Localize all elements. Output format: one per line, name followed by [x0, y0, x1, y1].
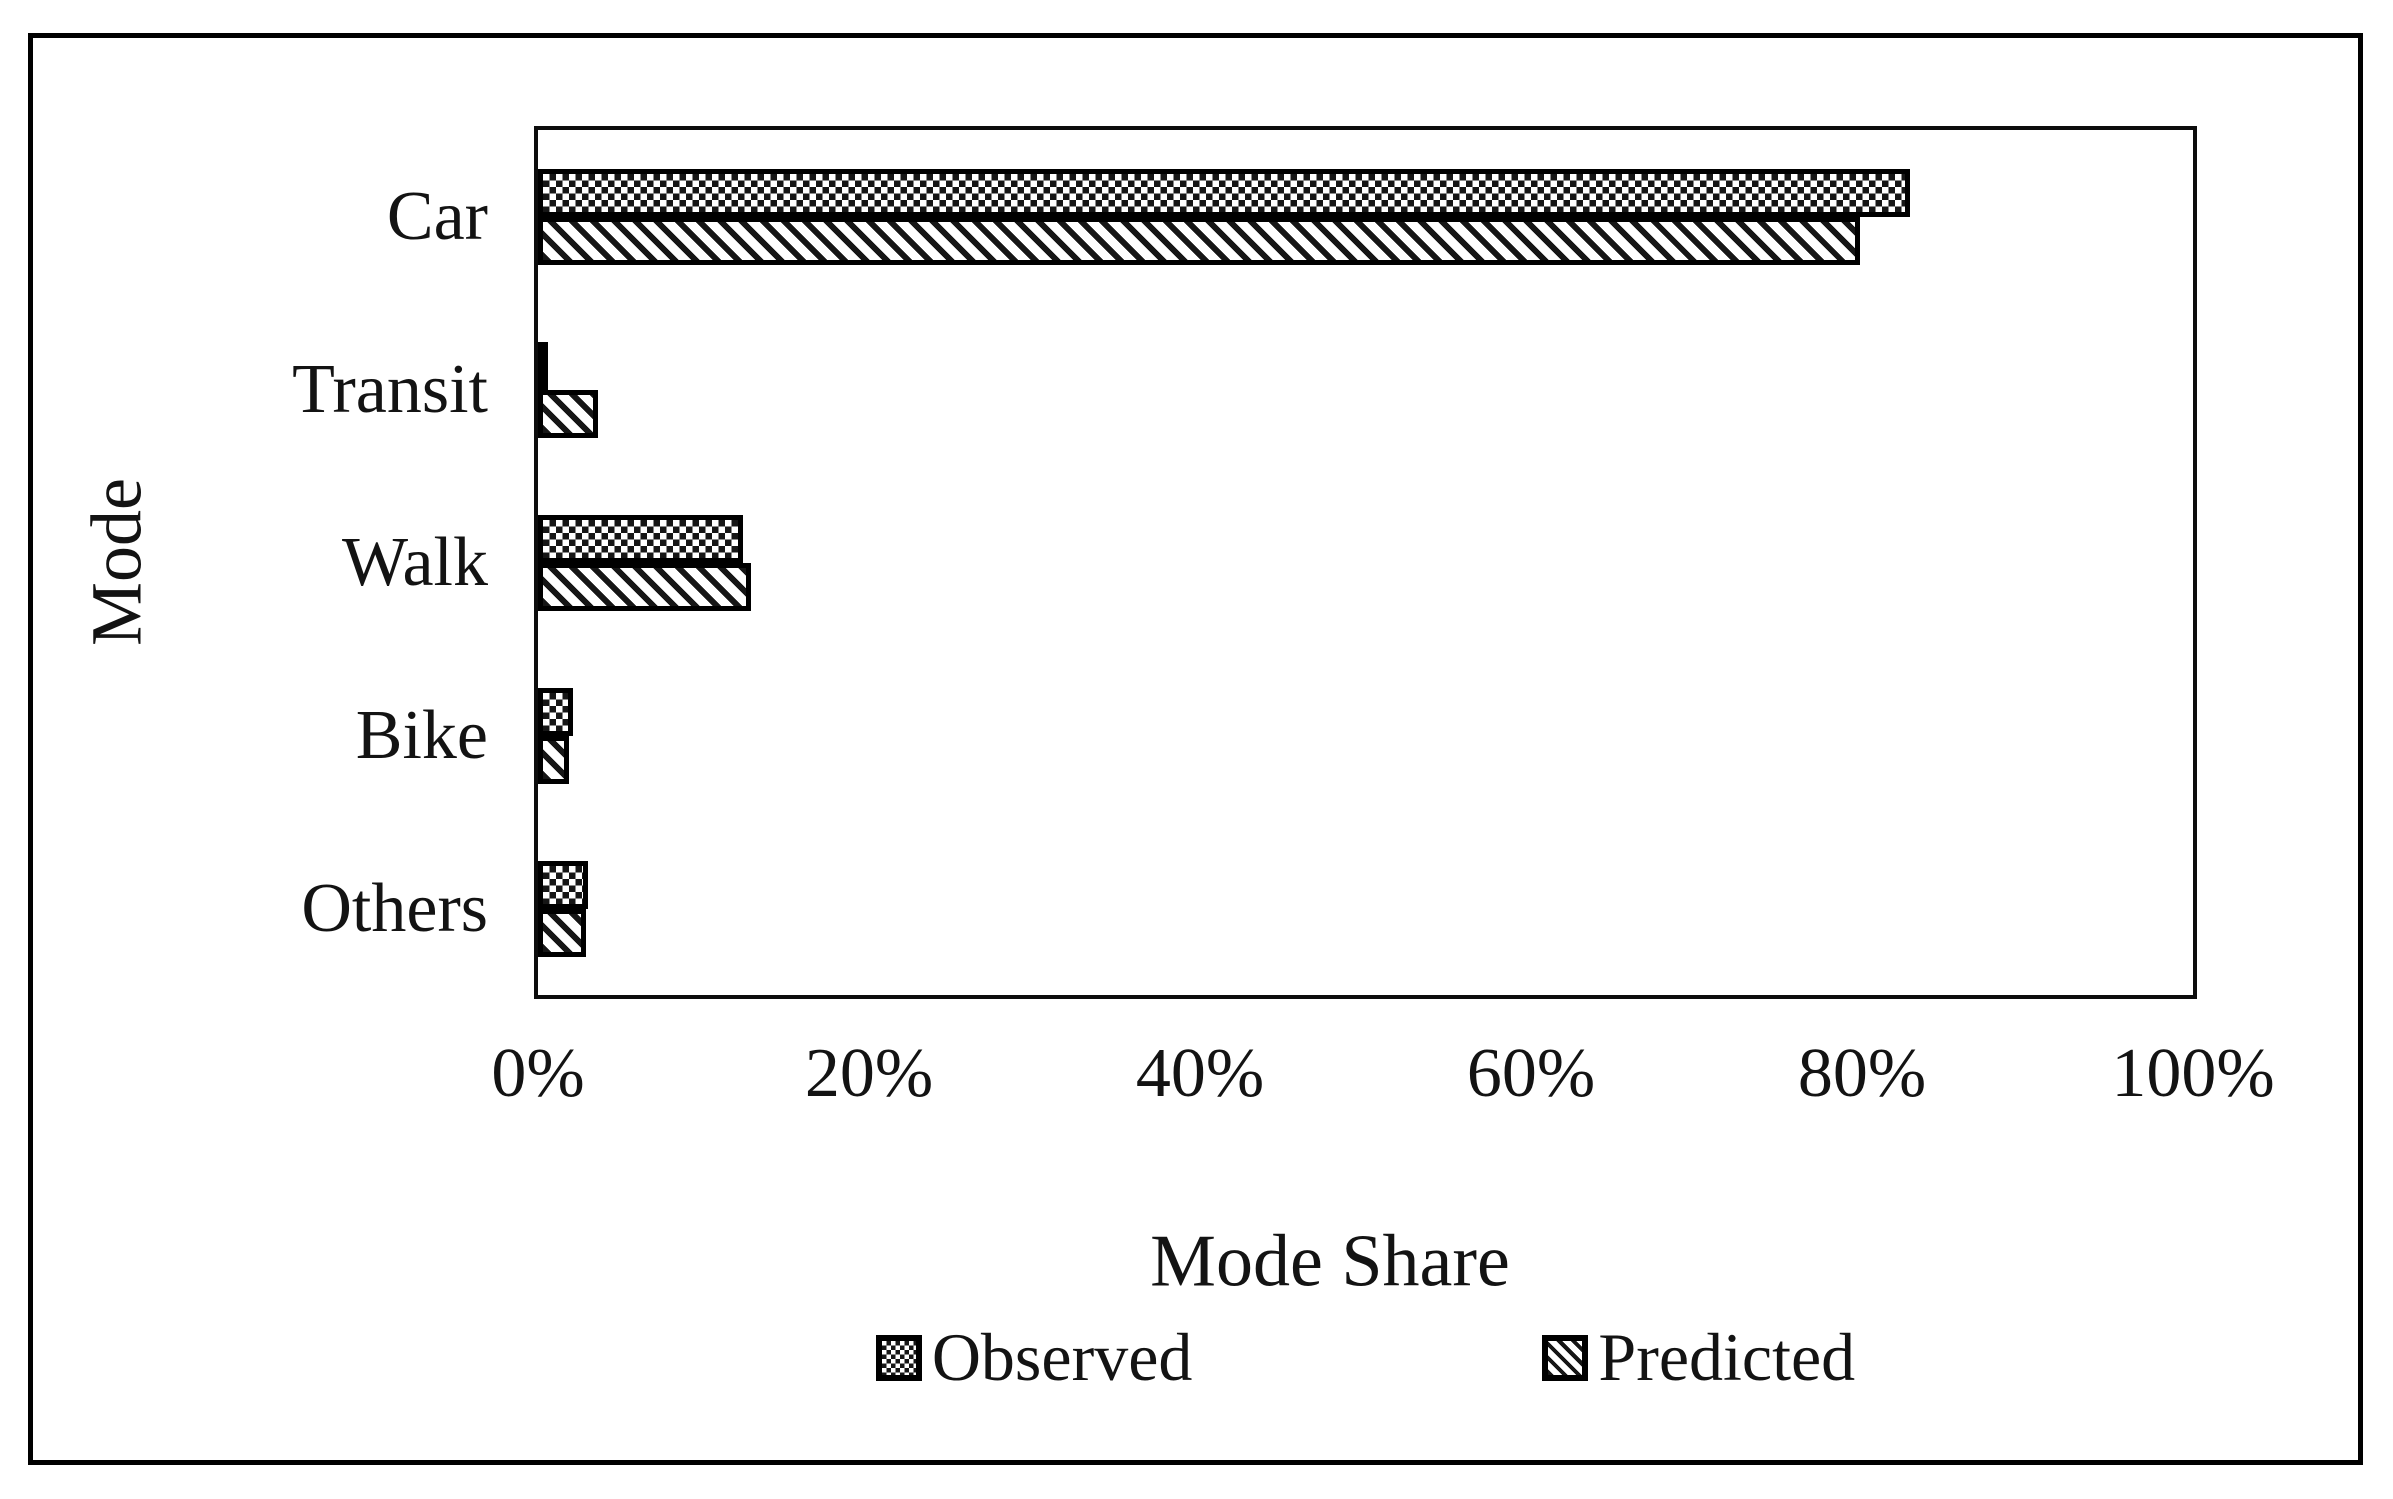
x-tick-40-: 40% [1135, 1035, 1265, 1112]
bar-group-bike [538, 649, 2193, 822]
bar-observed-bike [538, 687, 573, 736]
bar-predicted-others [538, 908, 586, 957]
bar-observed-walk [538, 514, 744, 563]
legend: Observed Predicted [534, 1318, 2197, 1397]
x-tick-80-: 80% [1797, 1035, 1927, 1112]
x-axis-tick-labels: 0% 20% 40% 60% 80% 100% [491, 1035, 2274, 1112]
x-axis-title: Mode Share [1150, 1220, 1510, 1303]
legend-marker-observed-icon [875, 1334, 922, 1381]
bar-predicted-bike [538, 735, 570, 784]
y-axis-title: Mode [76, 478, 157, 646]
legend-item-observed: Observed [875, 1318, 1193, 1397]
bar-group-others [538, 822, 2193, 995]
bar-observed-car [538, 168, 1910, 217]
x-tick-20-: 20% [804, 1035, 934, 1112]
category-label-others: Others [301, 869, 488, 947]
legend-label-observed: Observed [931, 1319, 1193, 1395]
legend-item-predicted: Predicted [1542, 1318, 1855, 1397]
category-label-car: Car [386, 177, 488, 255]
category-label-walk: Walk [342, 523, 488, 601]
bar-predicted-car [538, 216, 1861, 265]
bar-group-transit [538, 303, 2193, 476]
x-tick-100-: 100% [2111, 1035, 2275, 1112]
plot-area [534, 126, 2197, 999]
bar-group-walk [538, 476, 2193, 649]
bar-observed-others [538, 860, 588, 909]
legend-label-predicted: Predicted [1598, 1319, 1856, 1395]
bar-observed-transit [538, 341, 548, 390]
bar-predicted-walk [538, 562, 752, 611]
bar-group-car [538, 130, 2193, 303]
x-tick-0-: 0% [491, 1035, 585, 1112]
category-label-transit: Transit [292, 350, 488, 428]
category-label-bike: Bike [355, 696, 488, 774]
x-tick-60-: 60% [1466, 1035, 1596, 1112]
legend-marker-predicted-icon [1542, 1334, 1589, 1381]
bar-predicted-transit [538, 389, 598, 438]
